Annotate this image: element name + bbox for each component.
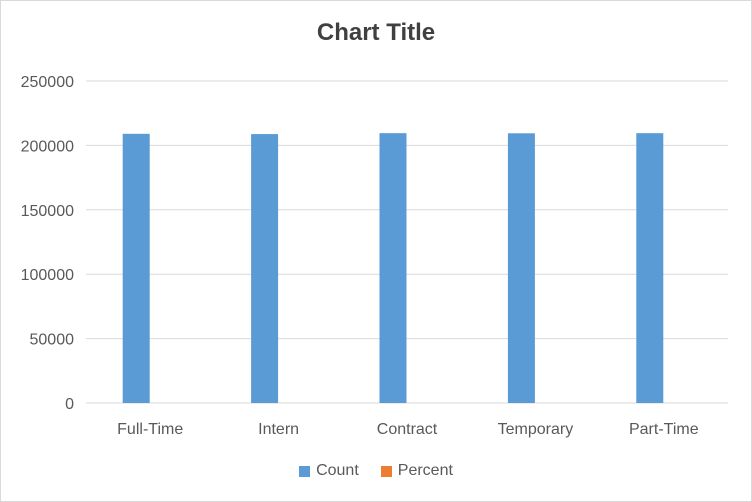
legend: Count Percent [1,462,751,480]
legend-swatch-count [299,465,311,477]
y-tick-label: 200000 [21,138,74,155]
bar-count-part-time [636,133,664,403]
x-tick-label: Temporary [498,421,574,438]
legend-swatch-percent [380,465,392,477]
x-tick-label: Part-Time [629,421,699,438]
y-tick-label: 0 [65,396,74,413]
gridlines [86,80,728,404]
bar-count-intern [251,134,279,403]
bar-count-temporary [507,133,535,404]
y-tick-label: 250000 [21,74,74,91]
x-tick-label: Intern [258,421,299,438]
y-tick-label: 150000 [21,203,74,220]
bar-count-contract [379,133,407,403]
y-axis-ticks: 0 50000 100000 150000 200000 250000 [21,74,74,413]
bars [122,133,692,404]
legend-label-percent: Percent [397,462,453,479]
x-tick-label: Full-Time [117,421,183,438]
chart-title: Chart Title [316,19,436,46]
x-tick-label: Contract [377,421,438,438]
y-tick-label: 50000 [30,332,75,349]
legend-item-count: Count [299,462,359,480]
x-axis-ticks: Full-Time Intern Contract Temporary Part-Tim… [117,421,699,438]
y-tick-label: 100000 [21,267,74,284]
bar-count-full-time [122,133,150,404]
legend-label-count: Count [316,462,359,479]
legend-item-percent: Percent [380,462,453,480]
